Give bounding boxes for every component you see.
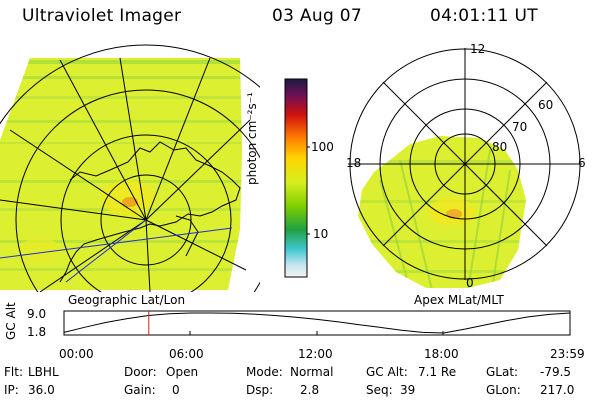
colorbar-unit-label: photon cm⁻²s⁻¹ bbox=[245, 92, 259, 185]
gcalt-label: GC Alt: bbox=[366, 365, 408, 379]
instrument-title: Ultraviolet Imager bbox=[22, 6, 182, 26]
x-tick-2359: 23:59 bbox=[550, 347, 585, 361]
seq-label: Seq: bbox=[366, 383, 393, 397]
mode-value: Normal bbox=[290, 365, 334, 379]
filter-value: LBHL bbox=[28, 365, 59, 379]
x-tick-0600: 06:00 bbox=[169, 347, 204, 361]
mlt-label-12: 12 bbox=[470, 42, 486, 56]
x-tick-1200: 12:00 bbox=[298, 347, 333, 361]
mode-label: Mode: bbox=[246, 365, 283, 379]
altitude-y-tick-high: 9.0 bbox=[27, 307, 47, 321]
coastline bbox=[59, 141, 241, 283]
filter-label: Flt: bbox=[4, 365, 23, 379]
left-emission-image bbox=[0, 58, 242, 290]
door-value: Open bbox=[166, 365, 199, 379]
mlt-label-6: 6 bbox=[578, 156, 586, 170]
glat-value: -79.5 bbox=[540, 365, 572, 379]
mlt-label-18: 18 bbox=[346, 156, 362, 170]
glon-value: 217.0 bbox=[540, 383, 575, 397]
altitude-curve bbox=[63, 312, 571, 334]
altitude-y-tick-low: 1.8 bbox=[27, 325, 47, 339]
lat-circles bbox=[0, 44, 260, 292]
mlat-label-80: 80 bbox=[492, 140, 508, 154]
right-map-caption: Apex MLat/MLT bbox=[414, 293, 504, 307]
mlt-label-0: 0 bbox=[466, 276, 474, 290]
date-label: 03 Aug 07 bbox=[272, 6, 362, 26]
door-label: Door: bbox=[124, 365, 157, 379]
colorbar-tick-100: 100 bbox=[311, 140, 334, 154]
mlt-lines bbox=[348, 48, 582, 280]
gain-value: 0 bbox=[172, 383, 180, 397]
x-tick-1800: 18:00 bbox=[424, 347, 459, 361]
glon-label: GLon: bbox=[486, 383, 521, 397]
dsp-value: 2.8 bbox=[300, 383, 320, 397]
time-label: 04:01:11 UT bbox=[430, 6, 538, 26]
x-tick-0000: 00:00 bbox=[59, 347, 94, 361]
mlat-label-70: 70 bbox=[512, 120, 528, 134]
ip-value: 36.0 bbox=[28, 383, 55, 397]
gcalt-value: 7.1 Re bbox=[418, 365, 457, 379]
apex-polar-map bbox=[348, 48, 582, 288]
seq-value: 39 bbox=[400, 383, 416, 397]
lon-lines bbox=[0, 57, 251, 292]
ip-label: IP: bbox=[4, 383, 19, 397]
geographic-map bbox=[0, 44, 260, 292]
altitude-x-ticks bbox=[189, 331, 444, 335]
dsp-label: Dsp: bbox=[246, 383, 274, 397]
altitude-plot bbox=[63, 310, 571, 336]
colorbar-tick-10: 10 bbox=[313, 227, 329, 241]
glat-label: GLat: bbox=[486, 365, 519, 379]
gain-label: Gain: bbox=[124, 383, 156, 397]
left-map-caption: Geographic Lat/Lon bbox=[68, 293, 186, 307]
mlat-label-60: 60 bbox=[538, 98, 554, 112]
altitude-y-label: GC Alt bbox=[4, 302, 18, 340]
colorbar bbox=[284, 78, 310, 278]
